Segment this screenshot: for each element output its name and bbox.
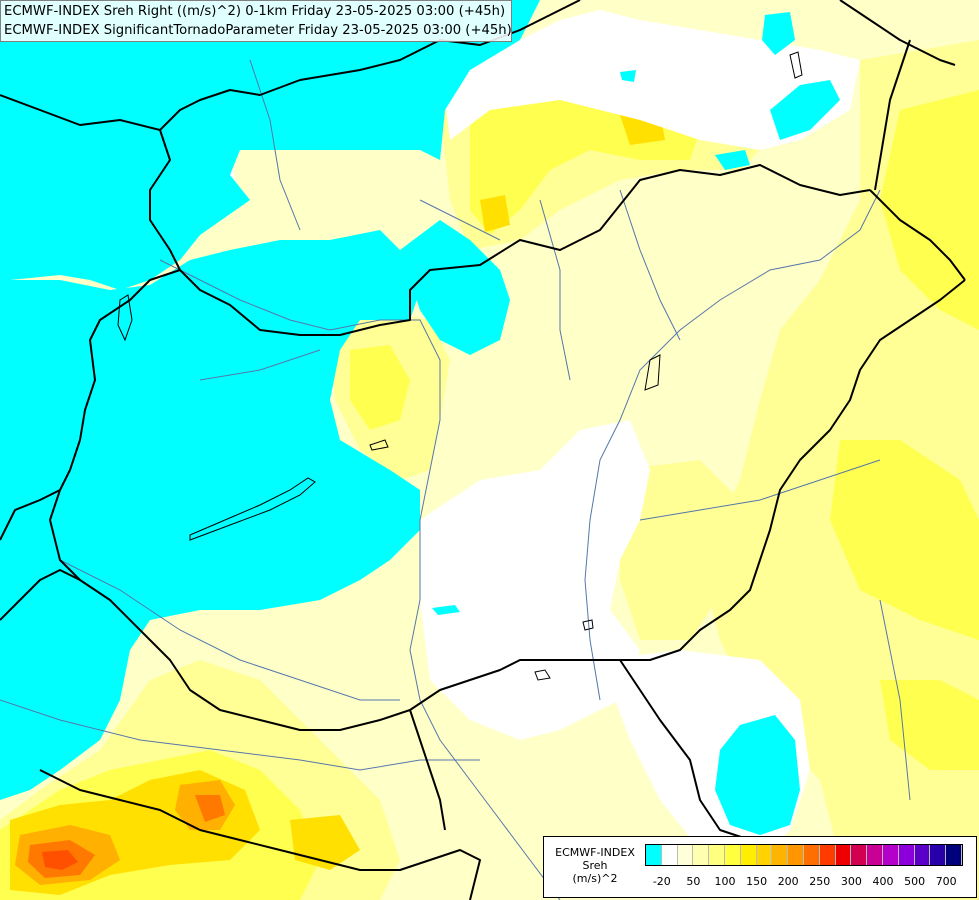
border-slovakia-hungary (179, 164, 871, 336)
legend-tick-label: 700 (935, 875, 957, 888)
field-cyan-north-strip (400, 220, 510, 355)
field-cyan-southeast-blob (715, 715, 800, 835)
legend-swatch (930, 845, 947, 865)
field-dark-orange-southwest (28, 795, 225, 878)
border-croatia-bosnia (39, 769, 481, 900)
legend-swatch (677, 845, 694, 865)
field-yellow-east-south (830, 440, 979, 640)
legend-swatch (756, 845, 773, 865)
legend-swatch (835, 845, 852, 865)
border-slovakia-poland (159, 0, 581, 131)
river-raba (199, 349, 321, 381)
field-cyan-small-north (620, 70, 636, 82)
legend-swatch (788, 845, 804, 865)
lake-balaton (189, 477, 316, 541)
legend-swatch (724, 845, 741, 865)
legend-swatch (914, 845, 931, 865)
legend-swatch (740, 845, 757, 865)
border-ukraine (839, 0, 956, 66)
legend-swatch (646, 845, 662, 865)
legend-tick-label: 250 (809, 875, 831, 888)
legend-tick-label: 200 (777, 875, 799, 888)
field-cyan-small-center (432, 605, 460, 615)
river-vah (419, 199, 501, 241)
legend-tick-label: 50 (686, 875, 701, 888)
river-morava (249, 59, 301, 231)
river-drava (59, 559, 400, 701)
river-mures (639, 459, 881, 521)
legend-swatch (946, 845, 962, 865)
border-serbia-bosnia (409, 709, 446, 831)
border-hungary-romania (620, 279, 966, 661)
lake-small-2 (644, 354, 661, 391)
field-red-orange-southwest (42, 850, 78, 870)
field-cyan-lake-nw (0, 165, 40, 205)
legend-swatch (898, 845, 915, 865)
border-hungary-croatia (49, 489, 620, 731)
lake-small-5 (582, 619, 594, 631)
legend-swatch (693, 845, 710, 865)
map-title-box: ECMWF-INDEX Sreh Right ((m/s)^2) 0-1km F… (0, 0, 512, 42)
legend-swatch (803, 845, 820, 865)
border-slovenia (0, 569, 81, 621)
field-cyan-west-main (0, 230, 420, 800)
color-legend: ECMWF-INDEX Sreh (m/s)^2 -20 50 100 150 200 2… (543, 836, 977, 898)
border-czech-austria (0, 94, 181, 271)
border-romania-serbia (619, 659, 751, 841)
lake-small-4 (534, 669, 551, 681)
field-cyan-northeast-1 (762, 12, 795, 55)
map-title-line1: ECMWF-INDEX Sreh Right ((m/s)^2) 0-1km F… (4, 4, 506, 19)
legend-swatches (645, 844, 963, 866)
border-austria-hungary-west (0, 269, 181, 541)
field-cyan-west (0, 0, 540, 290)
legend-swatch (851, 845, 868, 865)
legend-tick-label: -20 (652, 875, 671, 888)
lake-neusiedl (117, 294, 133, 342)
legend-title-line1: ECMWF-INDEX (555, 846, 635, 859)
legend-swatch (819, 845, 836, 865)
river-north-2 (619, 189, 681, 341)
river-danube (159, 259, 561, 900)
legend-tick-label: 500 (904, 875, 926, 888)
legend-tick-label: 400 (872, 875, 894, 888)
lakes-layer (117, 51, 803, 681)
legend-swatch (772, 845, 789, 865)
field-cyan-northeast-2 (770, 80, 840, 140)
river-north-1 (539, 199, 571, 381)
field-cyan-northeast-3 (715, 150, 750, 170)
lake-small-3 (789, 51, 803, 79)
legend-swatch (661, 845, 678, 865)
legend-swatch (709, 845, 725, 865)
legend-title-line2: Sreh (582, 859, 608, 872)
field-yellow-east (880, 90, 979, 330)
rivers-layer (0, 59, 911, 900)
map-title-line2: ECMWF-INDEX SignificantTornadoParameter … (4, 23, 512, 38)
field-light-yellow-south-central (620, 460, 740, 640)
river-olt (879, 599, 911, 801)
legend-title-line3: (m/s)^2 (572, 872, 618, 885)
legend-title: ECMWF-INDEX Sreh (m/s)^2 (548, 846, 642, 885)
river-tisza (584, 189, 881, 701)
legend-tick-label: 150 (746, 875, 768, 888)
lake-small-1 (369, 439, 389, 451)
legend-tick-label: 100 (714, 875, 736, 888)
legend-ticks: -20 50 100 150 200 250 300 400 500 700 (645, 875, 965, 889)
border-ukraine-romania-north (874, 39, 911, 191)
border-slovakia-ukraine (869, 189, 966, 281)
river-sava (0, 699, 480, 771)
legend-swatch (882, 845, 899, 865)
field-white-north (440, 10, 860, 150)
field-yellow-central (350, 345, 410, 430)
legend-tick-label: 300 (840, 875, 862, 888)
legend-swatch (867, 845, 883, 865)
